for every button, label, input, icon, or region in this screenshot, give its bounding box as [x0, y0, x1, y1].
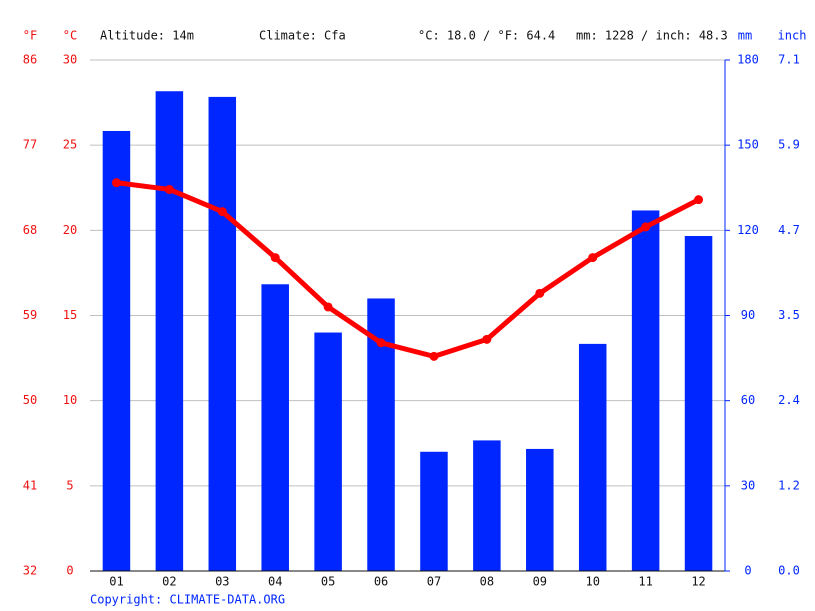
bar	[578, 343, 607, 571]
inch-tick-label: 3.5	[778, 308, 800, 322]
mm-tick-label: 30	[741, 478, 755, 492]
c-tick-label: 0	[66, 564, 73, 578]
x-tick-label: 08	[480, 575, 494, 589]
f-unit: °F	[23, 29, 37, 43]
f-tick-label: 86	[23, 53, 37, 67]
bar	[102, 130, 131, 571]
inch-tick-label: 0.0	[778, 564, 800, 578]
mm-tick-label: 90	[741, 308, 755, 322]
copyright: Copyright: CLIMATE-DATA.ORG	[90, 593, 285, 607]
temp-point	[270, 253, 280, 263]
c-tick-label: 10	[63, 393, 77, 407]
c-tick-label: 30	[63, 53, 77, 67]
mm-tick-label: 150	[737, 138, 759, 152]
climate: Climate: Cfa	[259, 29, 346, 43]
c-tick-label: 5	[66, 478, 73, 492]
bar	[314, 332, 342, 571]
temp-line	[116, 180, 700, 359]
temp-point	[217, 207, 227, 217]
bar	[526, 448, 554, 571]
x-tick-label: 01	[109, 575, 123, 589]
bar	[155, 91, 184, 571]
inch-tick-label: 1.2	[778, 478, 800, 492]
x-tick-label: 05	[321, 575, 335, 589]
temp-point	[111, 178, 121, 188]
bar	[261, 284, 289, 571]
altitude: Altitude: 14m	[100, 29, 194, 43]
f-tick-label: 59	[23, 308, 37, 322]
x-tick-label: 11	[638, 575, 652, 589]
temp-point	[164, 184, 174, 194]
x-tick-label: 09	[533, 575, 547, 589]
x-tick-label: 06	[374, 575, 388, 589]
x-tick-label: 03	[215, 575, 229, 589]
f-tick-label: 50	[23, 393, 37, 407]
inch-tick-label: 2.4	[778, 393, 800, 407]
f-tick-label: 77	[23, 138, 37, 152]
mm-tick-label: 0	[744, 564, 751, 578]
temp-point	[429, 351, 439, 361]
temp-point	[641, 222, 651, 232]
x-tick-label: 04	[268, 575, 282, 589]
c-unit: °C	[63, 29, 77, 43]
c-tick-label: 25	[63, 138, 77, 152]
temp-point	[588, 253, 598, 263]
temp-point	[323, 302, 333, 312]
temp-point	[535, 288, 545, 298]
mm-tick-label: 180	[737, 53, 759, 67]
bar	[631, 210, 660, 571]
temp-point	[376, 338, 386, 348]
x-tick-label: 07	[427, 575, 441, 589]
f-tick-label: 32	[23, 564, 37, 578]
inch-tick-label: 5.9	[778, 138, 800, 152]
mm-tick-label: 120	[737, 223, 759, 237]
mm-tick-label: 60	[741, 393, 755, 407]
temp-avg: °C: 18.0 / °F: 64.4	[418, 29, 555, 43]
inch-unit: inch	[778, 29, 807, 43]
c-tick-label: 15	[63, 308, 77, 322]
temp-point	[482, 334, 492, 344]
temp-point	[694, 195, 704, 205]
f-tick-label: 41	[23, 478, 37, 492]
f-tick-label: 68	[23, 223, 37, 237]
x-tick-label: 10	[585, 575, 599, 589]
x-tick-label: 02	[162, 575, 176, 589]
bar	[420, 451, 448, 571]
c-tick-label: 20	[63, 223, 77, 237]
inch-tick-label: 7.1	[778, 53, 800, 67]
inch-tick-label: 4.7	[778, 223, 800, 237]
bar	[473, 440, 501, 571]
bar	[208, 96, 237, 572]
mm-unit: mm	[738, 29, 752, 43]
bar	[684, 236, 713, 571]
x-tick-label: 12	[691, 575, 705, 589]
precip-total: mm: 1228 / inch: 48.3	[576, 29, 728, 43]
